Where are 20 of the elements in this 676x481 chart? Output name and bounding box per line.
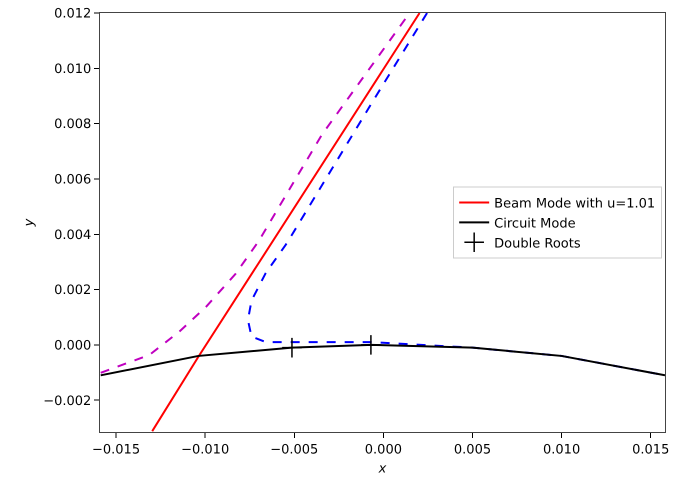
y-tick-label: 0.008 bbox=[54, 117, 92, 132]
legend-label: Double Roots bbox=[494, 236, 581, 252]
y-tick-label: 0.000 bbox=[54, 338, 92, 354]
x-axis-title: x bbox=[378, 461, 387, 476]
legend-label: Beam Mode with u=1.01 bbox=[494, 196, 656, 212]
x-tick-label: 0.010 bbox=[543, 442, 580, 458]
y-tick-label: −0.002 bbox=[43, 394, 92, 409]
x-tick-label: −0.015 bbox=[92, 442, 140, 458]
x-tick-label: −0.005 bbox=[270, 442, 318, 458]
y-tick-label: 0.010 bbox=[54, 62, 92, 77]
y-tick-label: 0.002 bbox=[54, 283, 92, 298]
x-tick-label: 0.000 bbox=[364, 442, 402, 458]
y-tick-label: 0.006 bbox=[54, 172, 92, 188]
y-axis-title: y bbox=[22, 218, 38, 228]
y-tick-label: 0.004 bbox=[54, 228, 92, 243]
legend-label: Circuit Mode bbox=[494, 216, 576, 232]
x-tick-label: 0.015 bbox=[632, 442, 670, 458]
x-tick-label: −0.010 bbox=[181, 442, 230, 458]
x-tick-label: 0.005 bbox=[454, 442, 492, 458]
y-tick-label: 0.012 bbox=[54, 6, 92, 22]
